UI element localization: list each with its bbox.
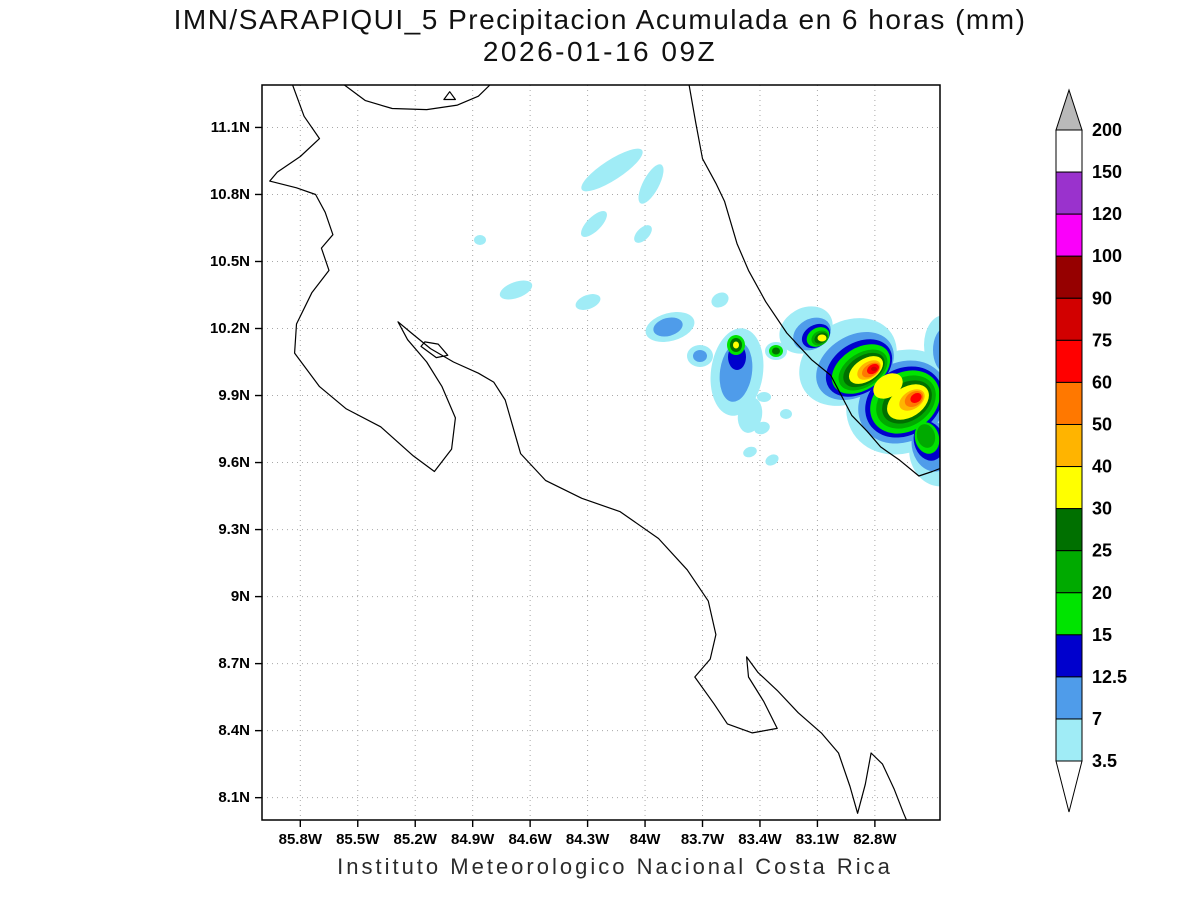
precip-cell-3.5-7 xyxy=(638,164,664,204)
colorbar-label: 30 xyxy=(1092,499,1112,519)
lat-tick-label: 9.3N xyxy=(218,521,250,538)
precip-cell-3.5-7 xyxy=(754,421,770,435)
colorbar-segment-120-150 xyxy=(1055,171,1083,215)
precip-cell-3.5-7 xyxy=(765,454,779,466)
precip-cell-3.5-7 xyxy=(737,397,763,433)
coastline-layer xyxy=(269,85,940,820)
lon-tick-label: 84.9W xyxy=(451,831,495,848)
lon-tick-label: 82.8W xyxy=(853,831,897,848)
lat-tick-label: 8.4N xyxy=(218,722,250,739)
coastline xyxy=(269,85,908,820)
island-outline xyxy=(443,91,456,101)
lon-tick-label: 84W xyxy=(630,831,662,848)
precip-cell-60-75 xyxy=(910,393,922,403)
colorbar-arrow-top xyxy=(1055,88,1083,131)
island-outline xyxy=(420,341,449,359)
lat-tick-label: 11.1N xyxy=(211,119,250,136)
colorbar: 200 150 120 100 90 75 60 50 40 30 25 20 15 12.5 7 3.5 xyxy=(1055,88,1127,813)
lon-tick-label: 84.6W xyxy=(508,831,552,848)
lon-tick-label: 83.4W xyxy=(738,831,782,848)
precip-cell-7-12.5 xyxy=(933,330,940,370)
lat-tick-label: 10.2N xyxy=(210,320,250,337)
precip-cell-3.5-7 xyxy=(743,446,757,458)
colorbar-label: 3.5 xyxy=(1092,751,1117,771)
colorbar-label: 7 xyxy=(1092,709,1102,729)
lat-tick-label: 9.6N xyxy=(218,454,250,471)
colorbar-segment-50-60 xyxy=(1055,381,1083,425)
coastline xyxy=(688,85,940,477)
lat-tick-label: 10.8N xyxy=(210,186,250,203)
colorbar-segment-60-75 xyxy=(1055,339,1083,383)
lat-tick-label: 9N xyxy=(231,588,250,605)
colorbar-segment-30-40 xyxy=(1055,466,1083,510)
colorbar-label: 75 xyxy=(1092,330,1112,350)
precip-cell-3.5-7 xyxy=(575,294,601,310)
colorbar-label: 60 xyxy=(1092,372,1112,392)
lon-tick-label: 84.3W xyxy=(566,831,610,848)
precip-cell-20-25 xyxy=(916,424,936,448)
precip-cell-3.5-7 xyxy=(499,280,533,300)
colorbar-label: 90 xyxy=(1092,288,1112,308)
precip-cell-7-12.5 xyxy=(693,350,707,362)
colorbar-label: 200 xyxy=(1092,120,1122,140)
colorbar-segment-3.5-7 xyxy=(1055,718,1083,762)
plot-frame xyxy=(261,84,941,821)
lat-tick-label: 10.5N xyxy=(210,253,250,270)
grid-layer xyxy=(262,85,940,820)
colorbar-label: 50 xyxy=(1092,414,1112,434)
precip-cell-30-40 xyxy=(733,341,739,349)
precipitation-shading-layer xyxy=(474,148,940,487)
colorbar-label: 150 xyxy=(1092,162,1122,182)
lon-tick-label: 85.2W xyxy=(394,831,438,848)
colorbar-segment-75-90 xyxy=(1055,297,1083,341)
lat-tick-label: 8.7N xyxy=(218,655,250,672)
colorbar-label: 20 xyxy=(1092,583,1112,603)
precip-cell-7-12.5 xyxy=(653,317,683,337)
colorbar-segment-100-120 xyxy=(1055,213,1083,257)
colorbar-segment-7-12.5 xyxy=(1055,676,1083,720)
lon-tick-label: 83.1W xyxy=(796,831,840,848)
precip-cell-3.5-7 xyxy=(757,392,771,402)
colorbar-segment-150-200 xyxy=(1055,129,1083,173)
precip-cell-3.5-7 xyxy=(581,148,643,192)
precip-cell-3.5-7 xyxy=(711,292,729,308)
lat-tick-label: 8.1N xyxy=(218,789,250,806)
axis-labels-layer: 11.1N 10.8N 10.5N 10.2N 9.9N 9.6N 9.3N 9N 8.7N 8.… xyxy=(210,119,897,848)
colorbar-label: 120 xyxy=(1092,204,1122,224)
colorbar-segment-20-25 xyxy=(1055,550,1083,594)
colorbar-label: 25 xyxy=(1092,541,1112,561)
colorbar-label: 15 xyxy=(1092,625,1112,645)
figure-footer: Instituto Meteorologico Nacional Costa R… xyxy=(337,854,893,879)
colorbar-label: 100 xyxy=(1092,246,1122,266)
lon-tick-label: 83.7W xyxy=(681,831,725,848)
precip-cell-75-90 xyxy=(871,366,877,372)
colorbar-segment-90-100 xyxy=(1055,255,1083,299)
coastline xyxy=(343,85,491,111)
precip-cell-3.5-7 xyxy=(634,225,652,243)
precip-cell-3.5-7 xyxy=(581,211,607,237)
precip-cell-30-40 xyxy=(817,334,827,342)
lat-tick-label: 9.9N xyxy=(218,387,250,404)
precip-cell-3.5-7 xyxy=(474,235,486,245)
colorbar-label: 12.5 xyxy=(1092,667,1127,687)
lon-tick-label: 85.8W xyxy=(279,831,323,848)
colorbar-segment-25-30 xyxy=(1055,508,1083,552)
precip-cell-25-30 xyxy=(772,347,780,355)
precip-cell-30-40 xyxy=(873,373,903,399)
figure-subtitle: 2026-01-16 09Z xyxy=(482,36,718,67)
lon-tick-label: 85.5W xyxy=(336,831,380,848)
colorbar-segment-12.5-15 xyxy=(1055,634,1083,678)
colorbar-segment-15-20 xyxy=(1055,592,1083,636)
figure-title: IMN/SARAPIQUI_5 Precipitacion Acumulada … xyxy=(173,4,1027,35)
colorbar-label: 40 xyxy=(1092,457,1112,477)
colorbar-arrow-bottom xyxy=(1055,760,1083,813)
precip-cell-3.5-7 xyxy=(780,409,792,419)
colorbar-segment-40-50 xyxy=(1055,423,1083,468)
